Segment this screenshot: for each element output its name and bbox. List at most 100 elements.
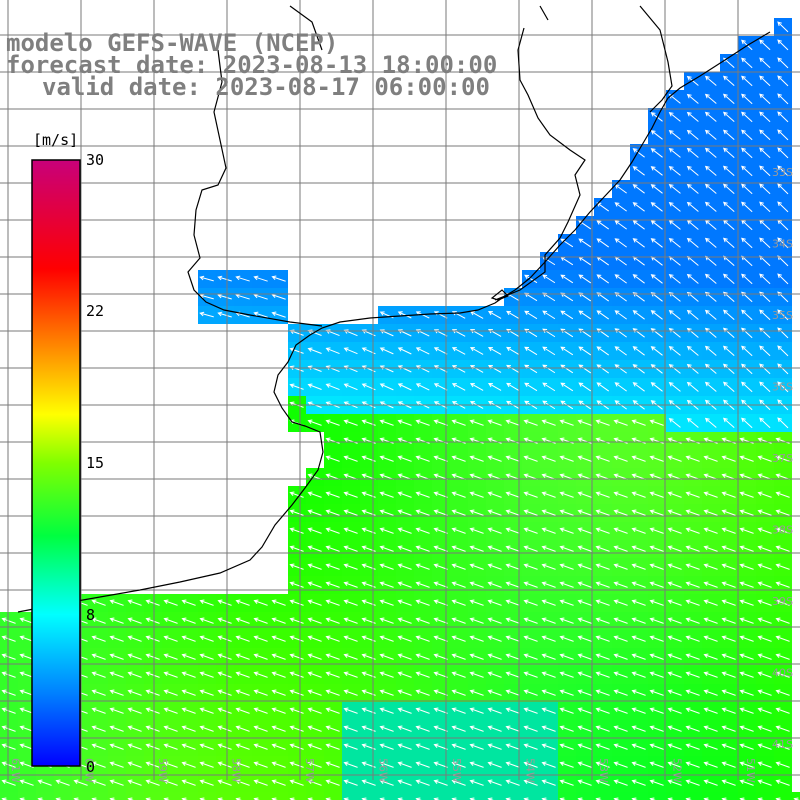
wind-arrow [595, 437, 610, 444]
wind-arrow [73, 797, 80, 800]
wind-arrow [253, 779, 268, 786]
wind-arrow [704, 237, 717, 248]
wind-arrow [488, 347, 502, 355]
wind-arrow [469, 689, 484, 696]
wind-arrow [415, 797, 422, 800]
wind-cell [396, 792, 414, 800]
wind-arrow [199, 635, 214, 642]
wind-arrow [649, 671, 664, 678]
wind-arrow [397, 653, 412, 660]
wind-arrow [505, 779, 520, 786]
wind-arrow [777, 345, 789, 357]
wind-arrow [199, 725, 214, 732]
wind-arrow [595, 671, 610, 678]
wind-arrow [163, 779, 178, 786]
wind-arrow [109, 761, 124, 768]
wind-arrow [649, 707, 664, 714]
wind-arrow [253, 635, 268, 642]
wind-cell [90, 792, 108, 800]
wind-arrow [217, 797, 224, 800]
wind-arrow [415, 707, 430, 714]
wind-arrow [181, 617, 196, 624]
wind-arrow [343, 455, 358, 462]
wind-arrow [595, 743, 610, 750]
wind-arrow [721, 527, 736, 534]
wind-arrow [560, 382, 574, 392]
wind-arrow [704, 345, 717, 356]
wind-arrow [703, 599, 718, 606]
wind-arrow [505, 725, 520, 732]
wind-arrow [668, 381, 681, 392]
wind-arrow [667, 437, 682, 444]
wind-arrow [271, 617, 286, 624]
wind-arrow [541, 671, 556, 678]
wind-arrow [741, 363, 753, 375]
wind-arrow [614, 310, 627, 320]
wind-arrow [145, 599, 160, 606]
wind-cell [756, 792, 774, 800]
wind-cell [162, 792, 180, 800]
wind-arrow [667, 671, 682, 678]
wind-arrow [487, 689, 502, 696]
wind-arrow [325, 599, 340, 606]
wind-arrow [1, 743, 16, 750]
wind-arrow [668, 183, 681, 194]
wind-arrow [127, 617, 142, 624]
wind-arrow [668, 345, 681, 356]
wind-arrow [181, 671, 196, 678]
wind-arrow [559, 545, 574, 552]
wind-arrow [343, 599, 358, 606]
wind-arrow [397, 527, 412, 534]
wind-arrow [343, 347, 358, 355]
wind-arrow [596, 274, 610, 284]
wind-arrow [343, 743, 358, 750]
wind-arrow [397, 581, 412, 588]
wind-arrow [505, 617, 520, 624]
wind-arrow [289, 743, 304, 750]
wind-cell [198, 792, 216, 800]
wind-arrow [325, 707, 340, 714]
wind-arrow [488, 383, 502, 391]
wind-arrow [704, 201, 717, 212]
wind-arrow [505, 743, 520, 750]
wind-arrow [415, 491, 430, 498]
wind-arrow [793, 797, 800, 800]
wind-arrow [469, 455, 484, 462]
wind-arrow [163, 617, 178, 624]
wind-arrow [703, 797, 710, 800]
wind-arrow [578, 364, 592, 374]
wind-arrow [721, 671, 736, 678]
wind-arrow [235, 707, 250, 714]
wind-cell [540, 792, 558, 800]
wind-arrow [739, 725, 754, 732]
wind-arrow [631, 599, 646, 606]
wind-arrow [613, 671, 628, 678]
wind-arrow [199, 293, 214, 300]
wind-arrow [721, 725, 736, 732]
latitude-label: 40S [772, 667, 793, 680]
wind-arrow [686, 219, 699, 230]
wind-arrow [595, 455, 610, 462]
wind-arrow [578, 346, 592, 356]
wind-arrow [757, 545, 772, 552]
wind-arrow [542, 328, 556, 338]
wind-arrow [289, 779, 304, 786]
wind-arrow [667, 509, 682, 516]
wind-arrow [253, 761, 268, 768]
wind-arrow [253, 743, 268, 750]
wind-arrow [703, 491, 718, 498]
wind-arrow [253, 671, 268, 678]
wind-arrow [541, 437, 556, 444]
wind-arrow [199, 779, 214, 786]
wind-arrow [775, 563, 790, 570]
wind-arrow [91, 779, 106, 786]
wind-arrow [523, 419, 538, 426]
wind-cell [378, 792, 396, 800]
wind-arrow [741, 273, 753, 285]
wind-cell [504, 792, 522, 800]
wind-arrow [506, 310, 520, 319]
wind-arrow [741, 57, 753, 69]
wind-arrow [775, 617, 790, 624]
wind-arrow [469, 797, 476, 800]
wind-arrow [91, 797, 98, 800]
